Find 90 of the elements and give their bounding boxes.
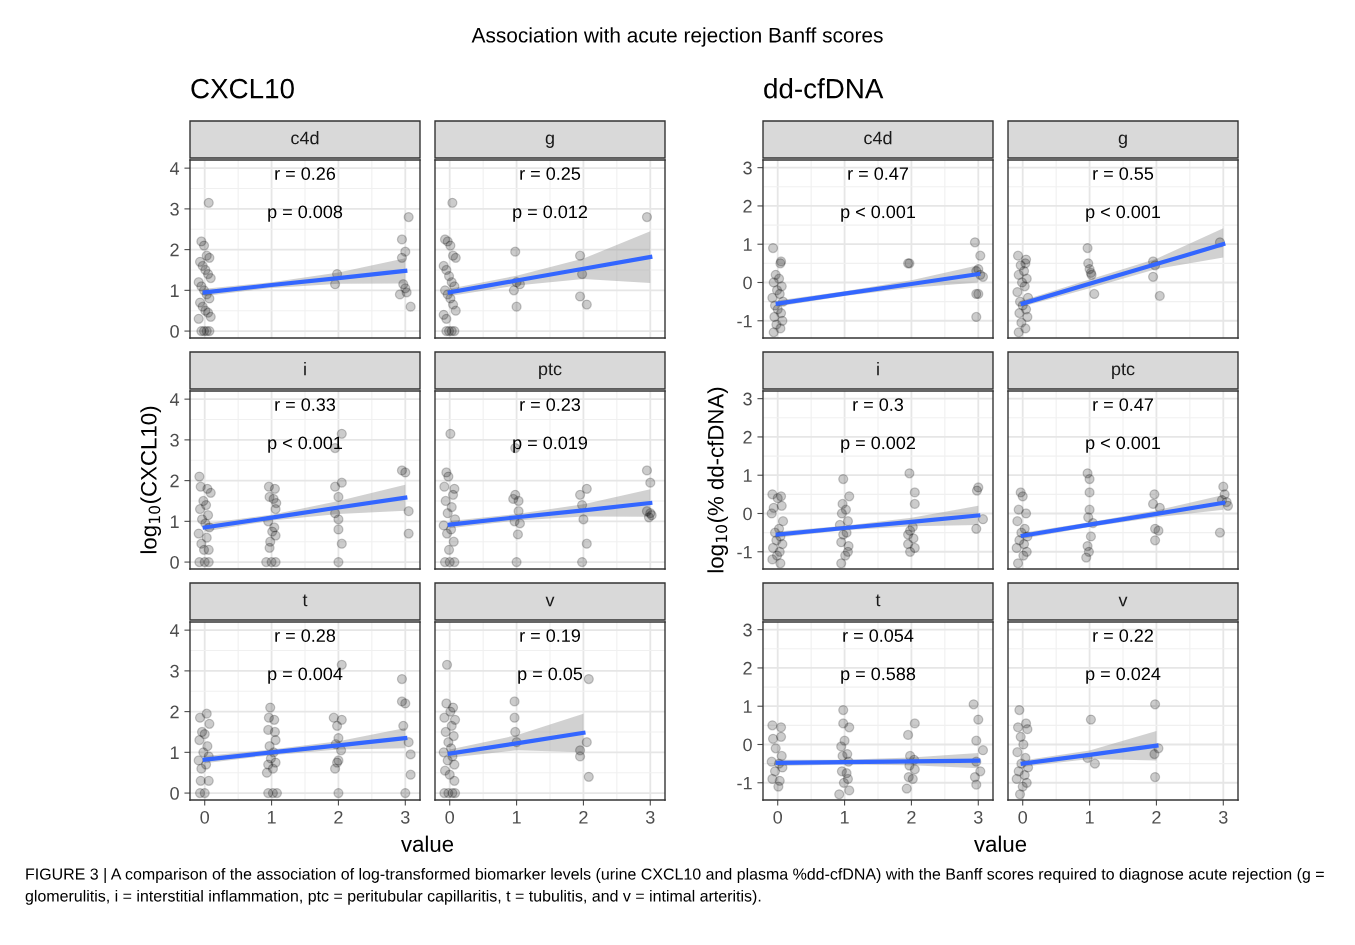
y-tick-label: 3 <box>170 202 179 216</box>
y-tick-label: 2 <box>743 199 752 213</box>
annotation: r = 0.33 <box>275 398 336 411</box>
x-tick-label: 0 <box>200 810 210 824</box>
x-tick-label: 3 <box>400 810 410 824</box>
chart-subtitle: CXCL10 <box>191 78 294 99</box>
x-tick-label: 0 <box>1018 810 1028 824</box>
y-tick-label: 1 <box>170 515 179 528</box>
annotation: p = 0.002 <box>841 436 915 453</box>
chart-subtitle: dd-cfDNA <box>764 78 884 99</box>
y-tick-label: 1 <box>743 469 752 482</box>
annotation: p = 0.024 <box>1086 667 1161 684</box>
x-tick-label: 0 <box>773 810 783 824</box>
chart-title: ptc <box>539 363 562 379</box>
x-tick-label: 2 <box>334 810 343 824</box>
x-tick-label: 2 <box>907 810 916 824</box>
annotation: r = 0.55 <box>1093 167 1154 180</box>
y-tick-label: 0 <box>743 738 752 752</box>
annotation: r = 0.054 <box>843 629 914 642</box>
y-tick-label: 2 <box>170 705 179 719</box>
x-tick-label: 1 <box>1085 811 1094 824</box>
x-tick-label: 0 <box>445 810 455 824</box>
annotation: p < 0.001 <box>1086 205 1161 222</box>
annotation: p = 0.588 <box>841 667 916 684</box>
x-tick-label: 2 <box>579 810 588 824</box>
annotation: r = 0.19 <box>520 629 581 642</box>
annotation: r = 0.47 <box>1093 398 1153 411</box>
y-tick-label: 0 <box>170 556 179 569</box>
chart-title: g <box>1118 134 1127 148</box>
y-tick-label: -1 <box>737 314 752 328</box>
chart-title: c4d <box>864 131 892 145</box>
y-tick-label: 2 <box>743 661 752 675</box>
x-axis-title: value <box>401 835 454 852</box>
y-tick-label: 3 <box>170 433 179 447</box>
y-tick-label: 0 <box>743 507 752 521</box>
y-tick-label: 2 <box>170 243 179 257</box>
annotation: r = 0.28 <box>275 629 336 642</box>
y-tick-label: 3 <box>170 664 179 678</box>
x-axis-title: value <box>974 835 1027 852</box>
annotation: r = 0.26 <box>275 167 336 180</box>
text: Association with acute rejection Banff scores <box>471 27 883 47</box>
y-axis-title: log$_{10}$(% dd-cfDNA) <box>707 387 729 573</box>
y-tick-label: 4 <box>169 162 180 175</box>
annotation: r = 0.22 <box>1093 629 1153 642</box>
y-tick-label: 3 <box>743 623 752 637</box>
y-tick-label: 0 <box>170 325 179 338</box>
chart-title: v <box>1118 596 1128 607</box>
annotation: r = 0.47 <box>848 167 908 180</box>
x-tick-label: 3 <box>645 810 655 824</box>
y-tick-label: 2 <box>743 430 752 444</box>
y-tick-label: 2 <box>170 474 179 488</box>
chart-title: ptc <box>1112 363 1135 379</box>
chart-title: t <box>302 594 308 607</box>
chart-title: c4d <box>291 131 319 145</box>
annotation: p = 0.019 <box>513 436 588 453</box>
x-tick-label: 1 <box>840 811 849 824</box>
y-tick-label: 4 <box>169 393 180 406</box>
y-tick-label: 1 <box>743 238 752 251</box>
y-tick-label: 3 <box>743 161 752 175</box>
y-tick-label: 1 <box>743 700 752 713</box>
x-tick-label: 2 <box>1152 810 1161 824</box>
y-tick-label: 4 <box>169 624 180 637</box>
caption: FIGURE 3 | A comparison of the association of log-transformed biomarker levels (urine CXCL10 and plasma %dd-cfDNA) with the Banff scores required to diagnose acute rejection (g = glomerulitis, i = interstitial inflammation, ptc = peritubular capillaritis, t = tubulitis, and v = intimal arteritis). <box>25 868 1324 905</box>
chart-title: i <box>304 362 306 376</box>
annotation: r = 0.23 <box>520 398 581 411</box>
x-tick-label: 3 <box>1218 810 1228 824</box>
y-tick-label: -1 <box>737 776 752 790</box>
chart-title: v <box>545 596 555 607</box>
y-tick-label: 1 <box>170 284 179 297</box>
annotation: r = 0.25 <box>520 167 581 180</box>
annotation: p < 0.001 <box>268 436 343 453</box>
y-tick-label: 3 <box>743 392 752 406</box>
y-tick-label: -1 <box>737 545 752 559</box>
annotation: p = 0.004 <box>268 667 343 684</box>
y-axis-title: log$_{10}$(CXCL10) <box>140 406 162 554</box>
annotation: p = 0.012 <box>513 205 587 222</box>
x-tick-label: 3 <box>973 810 983 824</box>
y-tick-label: 0 <box>170 787 179 800</box>
annotation: p = 0.05 <box>518 667 583 684</box>
x-tick-label: 1 <box>267 811 276 824</box>
annotation: r = 0.3 <box>853 398 904 411</box>
chart-title: g <box>545 134 554 148</box>
y-tick-label: 1 <box>170 746 179 759</box>
y-tick-label: 0 <box>743 276 752 290</box>
annotation: p = 0.008 <box>268 205 343 222</box>
x-tick-label: 1 <box>512 811 521 824</box>
chart-title: i <box>877 362 879 376</box>
annotation: p < 0.001 <box>841 205 916 222</box>
annotation: p < 0.001 <box>1086 436 1161 453</box>
chart-title: t <box>875 594 881 607</box>
